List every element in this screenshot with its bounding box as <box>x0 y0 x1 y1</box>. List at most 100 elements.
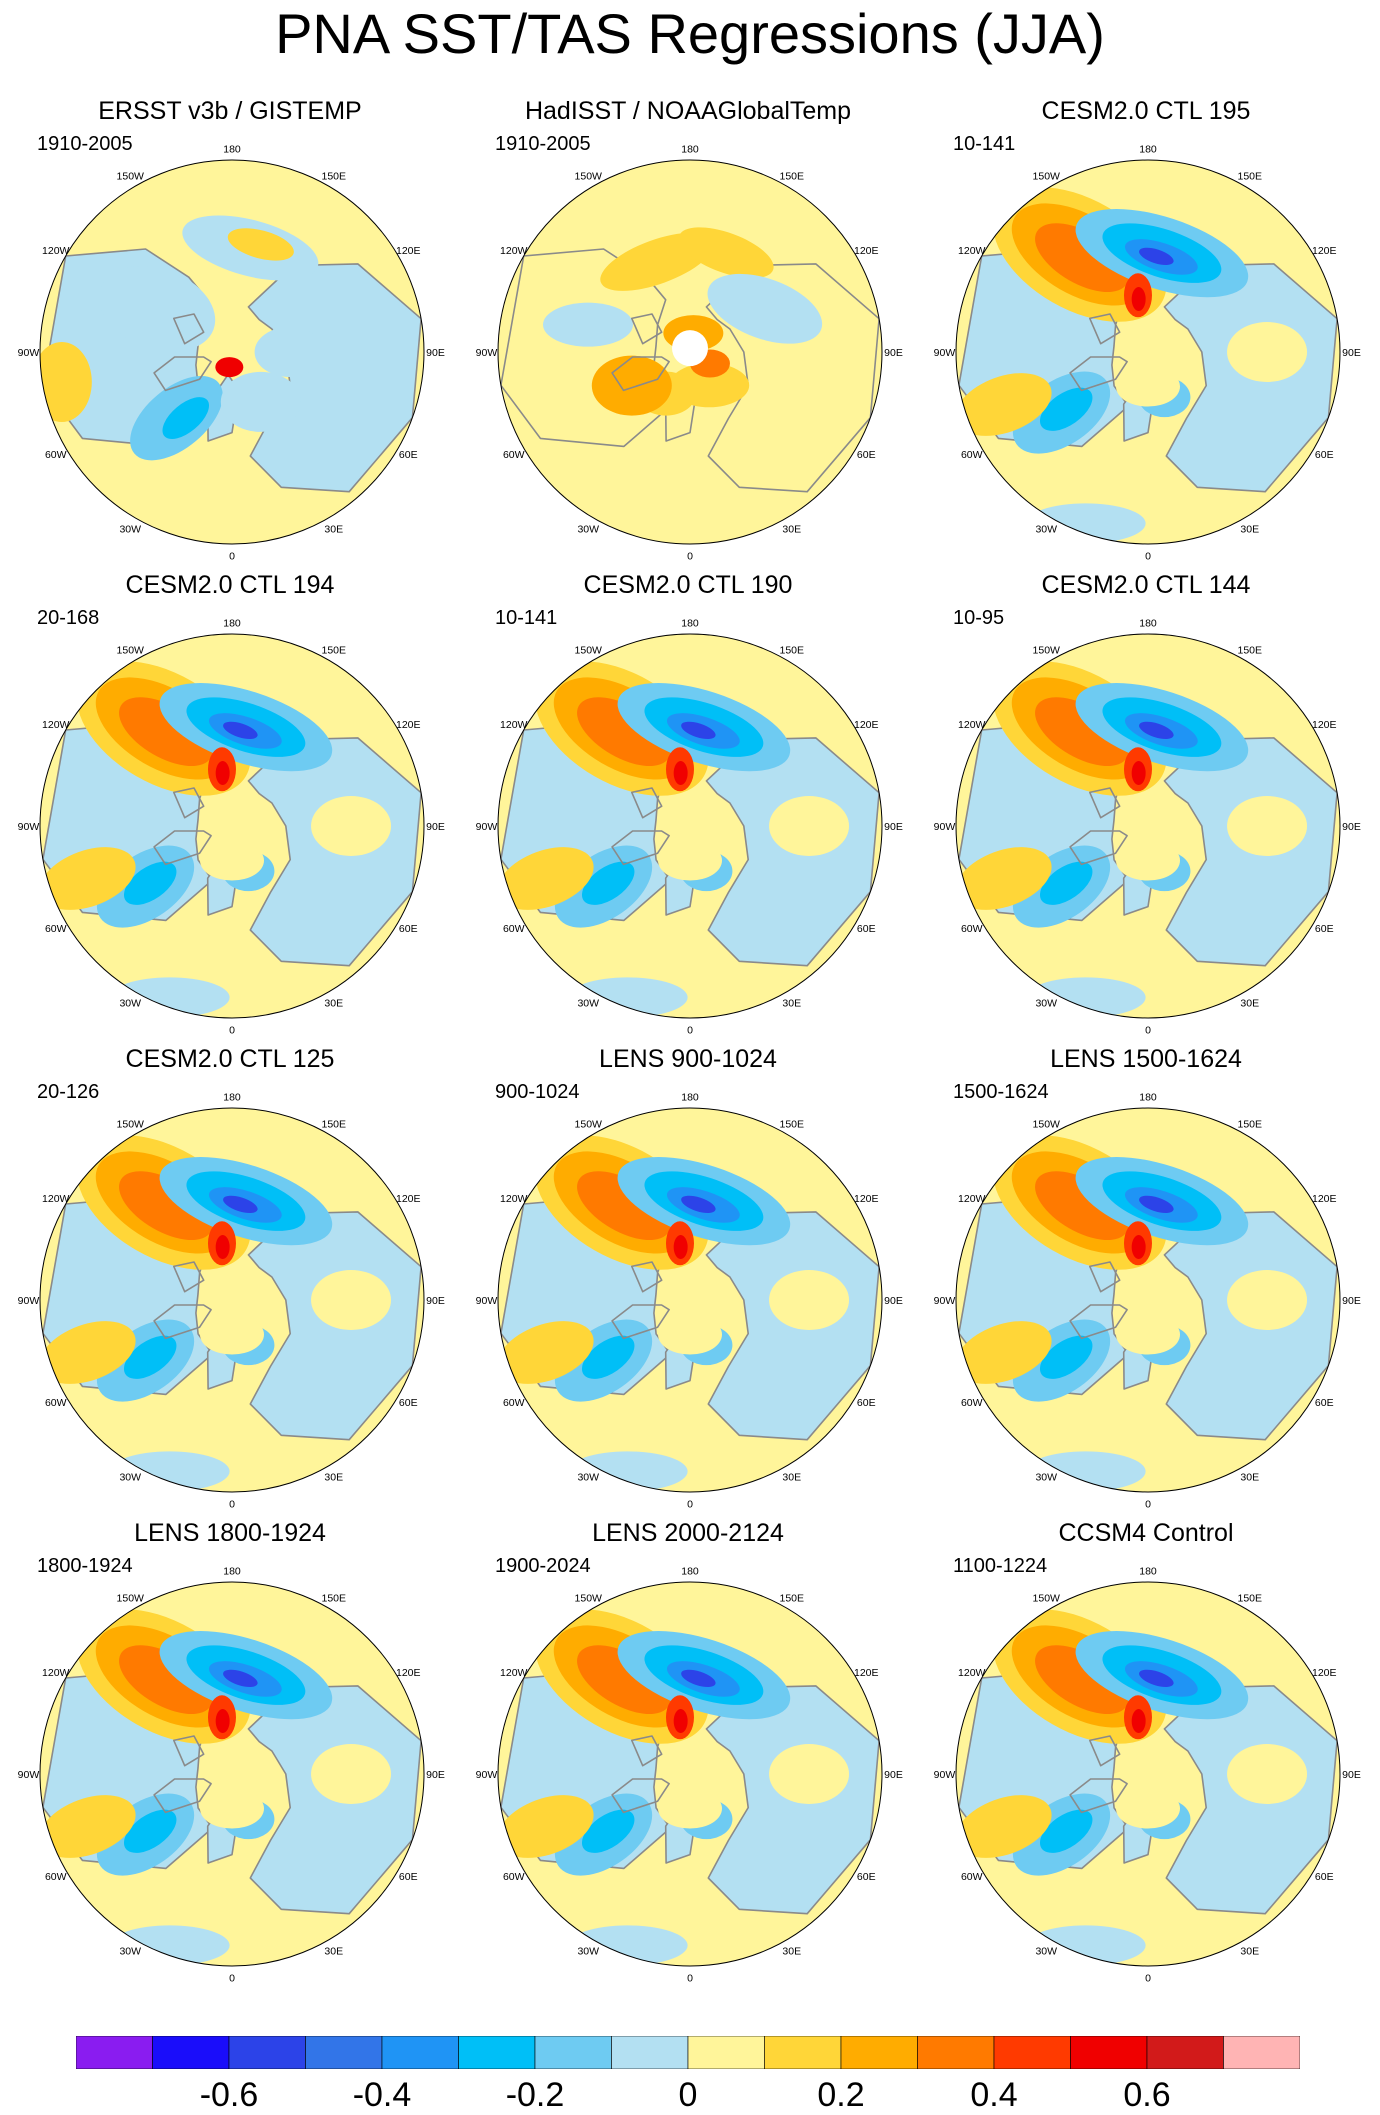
anomaly-contour <box>577 697 671 767</box>
colorbar-swatch <box>687 2036 765 2069</box>
polar-map: 180 150E 120E 90E 60E 30E 0 30W 60W 90W 120W 150W <box>18 143 445 562</box>
longitude-label: 30E <box>782 1945 801 1957</box>
longitude-label: 120W <box>42 1667 70 1679</box>
coastline <box>631 1735 663 1767</box>
colorbar-swatch <box>152 2036 230 2069</box>
longitude-label: 90E <box>426 1295 445 1307</box>
anomaly-contour <box>769 1744 850 1804</box>
coastline <box>1069 1778 1128 1814</box>
polar-map: 180 150E 120E 90E 60E 30E 0 30W 60W 90W 120W 150W <box>934 1565 1361 1984</box>
colorbar-label: 0.2 <box>817 2076 865 2114</box>
longitude-label: 90E <box>426 821 445 833</box>
longitude-label: 150W <box>1033 645 1061 657</box>
anomaly-contour <box>1131 1235 1146 1260</box>
polar-map: 180 150E 120E 90E 60E 30E 0 30W 60W 90W 120W 150W <box>476 617 903 1037</box>
longitude-label: 120W <box>500 1667 528 1679</box>
longitude-label: 150W <box>1033 171 1061 183</box>
colorbar-swatch <box>1146 2036 1224 2069</box>
longitude-label: 30W <box>1035 1471 1057 1483</box>
anomaly-contour <box>956 373 1052 436</box>
polar-map: 180 150E 120E 90E 60E 30E 0 30W 60W 90W 120W 150W <box>18 617 445 1036</box>
anomaly-contour <box>311 1744 392 1804</box>
panel-title: LENS 1500-1624 <box>1050 1045 1242 1073</box>
longitude-label: 30W <box>119 997 141 1009</box>
panel-title: CESM2.0 CTL 144 <box>1041 571 1251 599</box>
longitude-label: 150W <box>117 1119 145 1131</box>
longitude-label: 30W <box>577 1471 599 1483</box>
anomaly-contour <box>1116 366 1180 407</box>
map-panel: HadISST / NOAAGlobalTemp 180 150E 120E 90E 60… <box>458 96 918 566</box>
anomaly-contour <box>769 1270 850 1330</box>
anomaly-contour <box>1035 223 1129 293</box>
longitude-label: 180 <box>681 1091 699 1103</box>
map-panel: LENS 900-1024 180 150E 120E 90E 60E 30E 0 30W 60W… <box>458 1044 918 1514</box>
map-panel: CESM2.0 CTL 195 180 150E 120E 90E 60E 30E 0 30W 6… <box>916 96 1376 566</box>
colorbar-swatch <box>458 2036 536 2069</box>
longitude-label: 150E <box>779 645 804 657</box>
longitude-label: 0 <box>229 1973 235 1985</box>
map-panel: CESM2.0 CTL 190 180 150E 120E 90E 60E 30E 0 30W 6… <box>458 570 918 1040</box>
coastline <box>1089 313 1121 345</box>
anomaly-contour <box>1139 247 1174 266</box>
panel-title: CESM2.0 CTL 190 <box>583 571 793 599</box>
anomaly-contour <box>581 1809 635 1853</box>
anomaly-contour <box>1039 1335 1093 1379</box>
longitude-label: 150W <box>575 1119 603 1131</box>
anomaly-contour <box>707 273 823 344</box>
longitude-label: 30W <box>119 1471 141 1483</box>
longitude-label: 90W <box>934 1295 956 1307</box>
longitude-label: 120W <box>42 245 70 257</box>
longitude-label: 60E <box>857 923 876 935</box>
longitude-label: 0 <box>687 1025 693 1037</box>
longitude-label: 120W <box>500 1193 528 1205</box>
anomaly-contour <box>956 1321 1052 1384</box>
coastline <box>1069 1304 1128 1340</box>
anomaly-contour <box>498 1321 594 1384</box>
longitude-label: 90E <box>426 347 445 359</box>
longitude-label: 90E <box>1342 347 1361 359</box>
coastline <box>611 1778 670 1814</box>
longitude-label: 30E <box>1240 523 1259 535</box>
longitude-label: 30W <box>577 523 599 535</box>
longitude-label: 120W <box>500 719 528 731</box>
longitude-label: 30E <box>324 997 343 1009</box>
longitude-label: 60E <box>399 1871 418 1883</box>
longitude-label: 120E <box>854 1667 879 1679</box>
map-boundary <box>955 1107 1341 1493</box>
longitude-label: 30E <box>1240 1945 1259 1957</box>
polar-map: 180 150E 120E 90E 60E 30E 0 30W 60W 90W 120W 150W <box>18 1565 445 1985</box>
longitude-label: 90W <box>476 1769 498 1781</box>
panel-years: 1910-2005 <box>37 133 133 155</box>
longitude-label: 120E <box>1312 1193 1337 1205</box>
longitude-label: 180 <box>1139 143 1157 155</box>
panel-years: 1910-2005 <box>495 133 591 155</box>
longitude-label: 150E <box>321 1593 346 1605</box>
longitude-label: 90W <box>934 347 956 359</box>
colorbar-swatch <box>993 2036 1071 2069</box>
coastline <box>173 313 205 345</box>
map-field <box>956 160 1340 544</box>
polar-map: 180 150E 120E 90E 60E 30E 0 30W 60W 90W 120W 150W <box>934 143 1361 562</box>
anomaly-contour <box>1039 1809 1093 1853</box>
colorbar-label: 0.4 <box>970 2076 1018 2114</box>
map-field <box>956 1108 1340 1492</box>
map-boundary <box>39 1107 425 1493</box>
map-field <box>40 160 424 544</box>
longitude-label: 180 <box>681 1565 699 1577</box>
colorbar-swatches <box>76 2036 1300 2069</box>
longitude-label: 90E <box>884 347 903 359</box>
map-panel: LENS 2000-2124 180 150E 120E 90E 60E 30E 0 30W 60… <box>458 1518 918 1988</box>
longitude-label: 60W <box>503 1397 525 1409</box>
colorbar-swatch <box>840 2036 918 2069</box>
anomaly-contour <box>498 1795 594 1858</box>
longitude-label: 90W <box>476 821 498 833</box>
anomaly-contour <box>123 1335 177 1379</box>
longitude-label: 150E <box>321 645 346 657</box>
colorbar-label: -0.6 <box>199 2076 259 2114</box>
map-panel: LENS 1800-1924 180 150E 120E 90E 60E 30E 0 30W 60… <box>0 1518 460 1988</box>
anomaly-contour <box>215 1235 230 1260</box>
panel-title: ERSST v3b / GISTEMP <box>98 97 362 125</box>
longitude-label: 180 <box>223 1565 241 1577</box>
panel-years: 1100-1224 <box>953 1555 1048 1577</box>
coastline <box>1069 356 1128 392</box>
